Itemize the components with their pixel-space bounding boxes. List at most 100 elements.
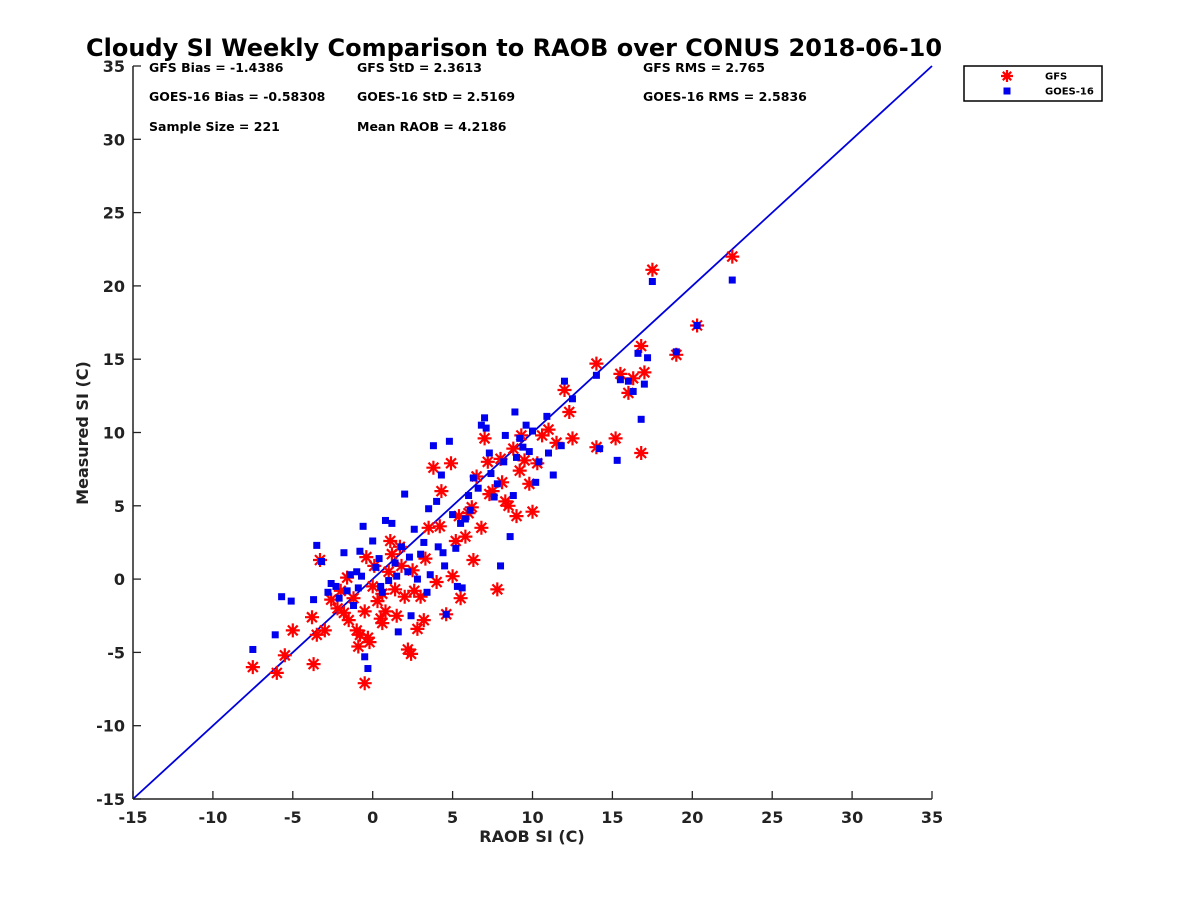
data-point-gfs [626, 371, 641, 386]
data-point-goes16 [481, 414, 489, 422]
data-point-gfs [634, 339, 649, 353]
data-point-gfs [434, 484, 449, 499]
data-point-goes16 [596, 445, 604, 453]
data-point-gfs [333, 583, 348, 598]
y-tick-label: 25 [103, 204, 125, 223]
data-point-gfs [613, 366, 628, 381]
legend: GFS GOES-16 [963, 65, 1103, 102]
data-point-goes16 [465, 492, 473, 500]
data-point-gfs [357, 676, 372, 691]
data-point-goes16 [439, 549, 447, 557]
data-point-gfs [509, 509, 524, 524]
data-point-goes16 [375, 555, 383, 563]
data-point-gfs [285, 623, 300, 638]
data-point-gfs [407, 583, 422, 598]
stat-annotation: Mean RAOB = 4.2186 [357, 119, 507, 134]
legend-label: GOES-16 [1045, 87, 1094, 98]
data-point-goes16 [461, 515, 469, 523]
stat-annotation: GOES-16 StD = 2.5169 [357, 89, 515, 104]
data-point-gfs [397, 589, 412, 604]
data-point-goes16 [640, 380, 648, 388]
data-point-goes16 [391, 559, 399, 567]
data-point-gfs [418, 551, 433, 566]
data-point-gfs [352, 627, 367, 642]
data-point-goes16 [693, 321, 701, 329]
data-point-gfs [444, 456, 458, 471]
data-point-goes16 [497, 562, 505, 570]
x-tick-label: 30 [841, 808, 863, 827]
data-point-gfs [405, 563, 420, 578]
data-point-gfs [370, 594, 385, 609]
data-point-goes16 [477, 421, 485, 429]
data-point-gfs [317, 623, 332, 638]
data-point-goes16 [388, 519, 396, 527]
data-point-goes16 [335, 594, 343, 602]
data-point-gfs [549, 435, 564, 450]
data-point-gfs [426, 460, 441, 475]
data-point-gfs [589, 356, 604, 371]
data-point-gfs [416, 613, 431, 628]
data-point-goes16 [401, 490, 409, 498]
data-point-goes16 [560, 377, 568, 385]
x-tick-label: 20 [681, 808, 703, 827]
data-point-goes16 [350, 601, 358, 609]
data-point-goes16 [377, 582, 385, 590]
data-point-gfs [466, 553, 481, 567]
x-tick-label: -5 [284, 808, 302, 827]
data-point-goes16 [310, 596, 318, 604]
y-tick-label: -10 [96, 717, 125, 736]
data-point-gfs [421, 520, 436, 535]
data-point-goes16 [407, 612, 415, 620]
data-point-gfs [725, 249, 740, 264]
data-point-goes16 [634, 349, 642, 357]
x-tick-label: 0 [367, 808, 378, 827]
data-point-goes16 [509, 492, 517, 500]
data-point-goes16 [442, 610, 450, 618]
data-point-gfs [410, 621, 425, 636]
axes: -15 -10 -5 0 5 10 15 20 25 30 35 -15 -10 -5 0 5 10 15 20 25… [96, 57, 943, 827]
data-point-goes16 [327, 579, 335, 587]
data-point-goes16 [423, 588, 431, 596]
data-point-gfs [448, 534, 463, 548]
data-point-goes16 [393, 572, 401, 580]
data-point-gfs [351, 639, 366, 654]
data-point-gfs [525, 504, 540, 519]
y-tick-label: -15 [96, 790, 125, 809]
stat-annotation: GFS RMS = 2.765 [643, 60, 765, 75]
data-point-goes16 [449, 511, 457, 519]
data-point-goes16 [543, 412, 551, 420]
data-point-gfs [381, 564, 396, 579]
x-tick-label: -15 [119, 808, 148, 827]
data-point-goes16 [413, 575, 421, 583]
data-point-gfs [453, 591, 468, 606]
data-point-gfs [522, 476, 537, 491]
data-point-goes16 [249, 645, 257, 653]
data-point-goes16 [417, 550, 425, 558]
data-point-goes16 [453, 582, 461, 590]
data-point-gfs [541, 422, 556, 437]
data-point-goes16 [469, 474, 477, 482]
data-point-gfs [445, 569, 460, 584]
data-point-goes16 [404, 568, 412, 576]
data-point-goes16 [425, 505, 433, 513]
data-point-goes16 [525, 448, 533, 456]
data-point-goes16 [356, 547, 364, 555]
legend-marker-goes16 [1003, 87, 1011, 95]
data-point-gfs [324, 592, 339, 607]
data-point-goes16 [624, 377, 632, 385]
data-point-goes16 [394, 628, 402, 636]
data-point-goes16 [532, 478, 540, 486]
data-point-gfs [357, 604, 372, 619]
data-point-gfs [562, 405, 577, 419]
data-point-goes16 [485, 449, 493, 457]
stat-annotation: GFS StD = 2.3613 [357, 60, 482, 75]
x-tick-label: 25 [761, 808, 783, 827]
data-point-goes16 [364, 665, 372, 673]
data-point-gfs [517, 453, 532, 468]
data-point-goes16 [637, 415, 645, 423]
y-tick-label: 20 [103, 277, 125, 296]
data-point-gfs [245, 660, 260, 675]
data-point-gfs [309, 627, 324, 642]
data-point-gfs [495, 475, 510, 490]
data-point-goes16 [346, 571, 354, 579]
